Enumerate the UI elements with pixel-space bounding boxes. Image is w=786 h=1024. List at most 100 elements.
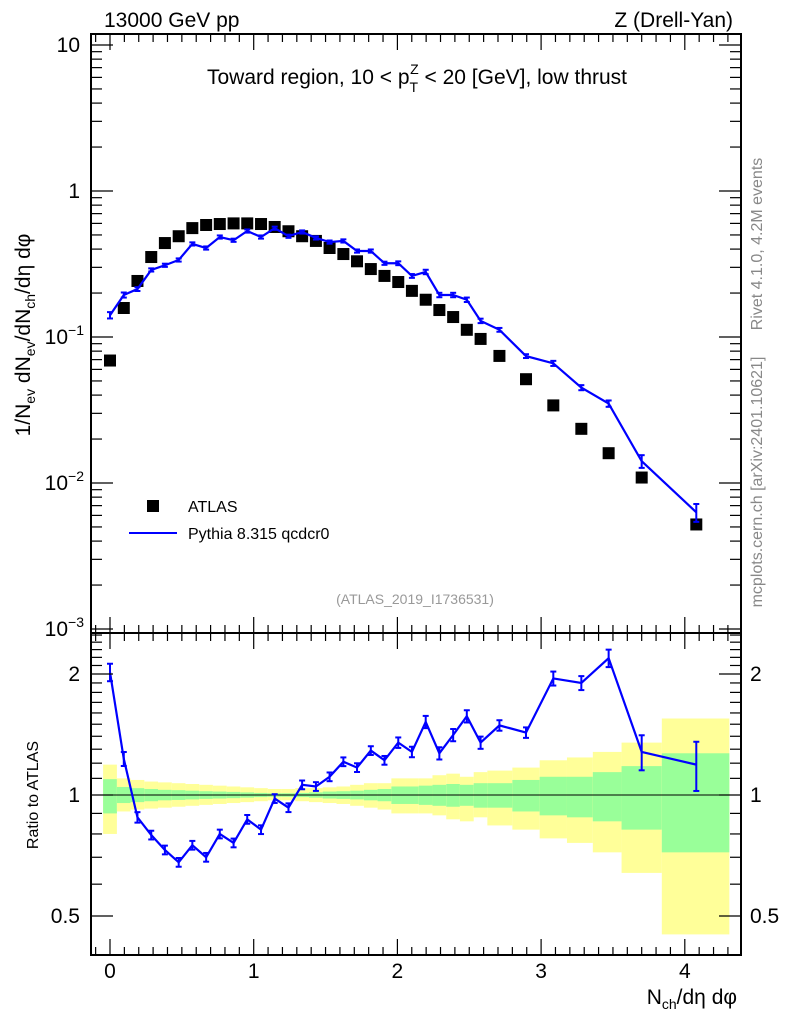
atlas-data-point [145,251,158,264]
atlas-data-point [227,217,240,230]
pythia-error-bar [285,233,292,239]
atlas-data-point [447,311,460,324]
pythia-error-bar [175,257,182,263]
chart-marks [104,217,703,868]
ratio-error-bar [550,670,557,687]
atlas-data-point [186,222,199,235]
ratio-error-bar [523,726,530,739]
ratio-error-bar [496,719,503,732]
ratio-error-bar [175,857,182,868]
pythia-error-bar [693,502,700,523]
pythia-error-bar [523,353,530,360]
y-tick-label: 10−1 [45,322,85,349]
ratio-error-bar [203,851,210,863]
ratio-frame [90,632,742,956]
title-text: Toward region, 10 < p [207,66,410,89]
pythia-error-bar [605,399,612,408]
inner-band-bin [566,776,593,818]
process-label: Z (Drell-Yan) [614,9,733,32]
legend-atlas-label: ATLAS [188,499,238,516]
mcplots-label: mcplots.cern.ch [arXiv:2401.10621] [749,357,766,608]
atlas-data-point [364,263,377,276]
pythia-error-bar [148,267,155,273]
atlas-data-point [635,471,648,484]
atlas-data-point [392,276,405,289]
pythia-error-bar [550,359,557,367]
rivet-label: Rivet 4.1.0, 4.2M events [749,158,766,331]
y-tick-label: 10−2 [45,468,85,495]
atlas-data-point [255,218,268,231]
ratio-tick-label-left: 0.5 [51,905,80,928]
pythia-error-bar [271,225,278,231]
inner-band-bin [512,779,540,812]
ratio-error-bar [189,839,196,851]
pythia-error-bar [258,234,265,240]
atlas-data-point [241,217,254,230]
pythia-error-bar [203,245,210,251]
atlas-data-point [351,255,364,268]
ratio-error-bar [299,779,306,791]
x-tick-label: 3 [535,960,547,983]
ratio-error-bar [477,735,484,750]
ratio-error-bar [258,824,265,836]
pythia-error-bar [381,260,388,266]
pythia-error-bar [134,286,141,292]
atlas-data-point [419,293,432,306]
atlas-data-point [323,241,336,254]
pythia-error-bar [340,238,347,244]
pythia-error-bar [477,317,484,325]
atlas-data-point [200,218,213,231]
y-tick-label: 1 [68,180,80,203]
y-axis-label: 1/Nev dNev/dNch/dη dφ [12,234,38,437]
ratio-error-bar [230,837,237,849]
pythia-error-bar [216,234,223,240]
pythia-error-bar [367,248,374,254]
ratio-tick-label-right: 0.5 [750,905,779,928]
y-tick-label: 10 [57,34,80,57]
inner-band-bin [539,776,567,816]
pythia-error-bar [161,262,168,268]
atlas-data-point [378,269,391,282]
atlas-data-point [547,399,560,412]
ratio-error-bar [312,781,319,792]
legend-atlas-marker [147,500,159,512]
atlas-data-point [520,373,533,386]
pythia-error-bar [120,291,127,299]
ratio-error-bar [381,754,388,766]
pythia-error-bar [578,384,585,392]
ratio-y-axis-label: Ratio to ATLAS [25,741,42,849]
ratio-tick-label-left: 2 [68,663,80,686]
ratio-error-bar [395,736,402,749]
pythia-error-bar [299,229,306,235]
inner-band-bin [592,772,622,822]
atlas-data-point [602,447,615,460]
ratio-error-bar [408,745,415,759]
pythia-error-bar [326,239,333,245]
ratio-error-bar [605,648,612,669]
ratio-error-bar [134,811,141,824]
atlas-data-point [158,237,171,250]
atlas-data-point [474,332,487,345]
legend-pythia-label: Pythia 8.315 qcdcr0 [188,526,330,543]
ratio-error-bar [422,714,429,730]
ratio-error-bar [693,740,700,792]
ratio-error-bar [578,675,585,692]
atlas-data-point [460,323,473,336]
ratio-error-bar [216,828,223,840]
y-tick-label: 10−3 [45,614,85,641]
ratio-error-bar [354,762,361,774]
pythia-error-bar [230,237,237,243]
title-text-post: < 20 [GeV], low thrust [419,66,628,89]
main-frame [90,33,742,634]
x-axis-label: Nch/dη dφ [647,986,737,1012]
legend: ATLAS Pythia 8.315 qcdcr0 [129,499,330,543]
ratio-error-bar [271,793,278,804]
ratio-error-bar [244,813,251,825]
atlas-data-point [104,354,116,367]
atlas-data-point [131,274,144,287]
ratio-tick-label-right: 2 [750,663,762,686]
energy-label: 13000 GeV pp [104,9,239,32]
pythia-error-bar [422,268,429,276]
atlas-data-point [213,218,226,231]
